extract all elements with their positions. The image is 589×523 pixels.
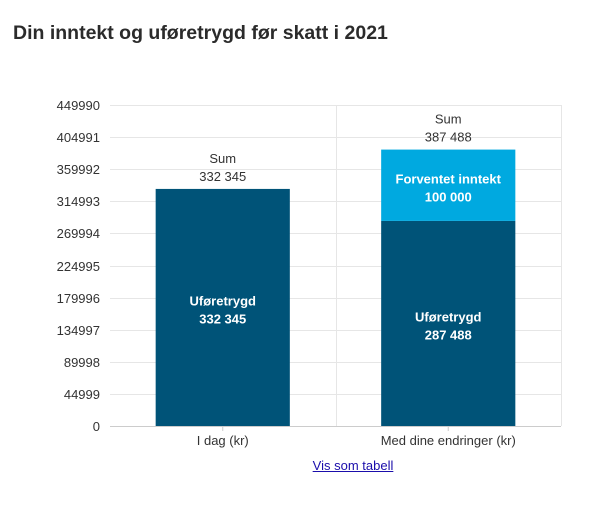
y-tick-label: 0 [93, 419, 100, 434]
y-tick-label: 449990 [57, 98, 100, 113]
y-tick-label: 359992 [57, 162, 100, 177]
bar-segment-forventet-inntekt [381, 149, 516, 221]
bar-segment-uforetrygd [155, 188, 290, 426]
sum-value-label: 332 345 [199, 169, 246, 184]
y-tick-label: 134997 [57, 323, 100, 338]
y-tick-label: 404991 [57, 130, 100, 145]
show-as-table-link[interactable]: Vis som tabell [312, 458, 394, 473]
table-link-container: Vis som tabell [0, 458, 589, 473]
y-tick-label: 314993 [57, 194, 100, 209]
y-tick-label: 269994 [57, 226, 100, 241]
segment-value-label: 100 000 [425, 189, 472, 204]
segment-series-label: Uføretrygd [415, 309, 482, 324]
bar-segment-uforetrygd [381, 220, 516, 426]
sum-value-label: 387 488 [425, 130, 472, 145]
x-category-label: I dag (kr) [197, 433, 249, 448]
segment-series-label: Uføretrygd [190, 293, 257, 308]
segment-value-label: 332 345 [199, 311, 246, 326]
sum-title-label: Sum [435, 112, 462, 127]
segment-value-label: 287 488 [425, 327, 472, 342]
y-tick-label: 44999 [64, 387, 100, 402]
y-tick-label: 89998 [64, 355, 100, 370]
y-tick-label: 179996 [57, 291, 100, 306]
segment-series-label: Forventet inntekt [396, 171, 502, 186]
x-category-label: Med dine endringer (kr) [381, 433, 516, 448]
chart-title: Din inntekt og uføretrygd før skatt i 20… [13, 22, 388, 44]
sum-title-label: Sum [209, 151, 236, 166]
y-tick-label: 224995 [57, 259, 100, 274]
